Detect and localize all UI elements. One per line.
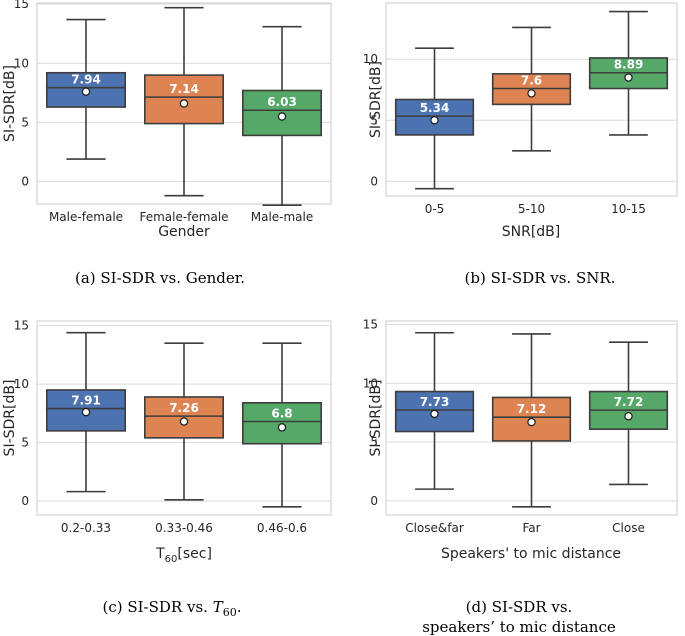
median-value-label: 7.12 <box>517 402 547 416</box>
y-tick-label: 15 <box>363 318 378 332</box>
plot-frame <box>385 320 678 516</box>
caption-line-2: speakers’ to mic distance <box>422 618 616 636</box>
box-10-15: 8.89 <box>588 10 669 136</box>
x-axis-label-subscript: 60 <box>165 554 178 565</box>
caption-prefix: (c) SI-SDR vs. <box>102 598 212 616</box>
x-tick-label: Far <box>522 521 540 535</box>
x-tick-label: 0.2-0.33 <box>61 521 111 535</box>
mean-marker <box>81 407 91 417</box>
caption: (c) SI-SDR vs. T60. <box>102 598 241 619</box>
median-value-label: 6.03 <box>267 95 297 109</box>
x-axis-label: SNR[dB] <box>502 224 561 240</box>
x-tick-label: 0.46-0.6 <box>257 521 307 535</box>
box-0.2-0.33: 7.91 <box>45 331 127 493</box>
mean-marker <box>624 73 633 82</box>
y-tick-label: 0 <box>21 494 29 508</box>
y-tick-label: 15 <box>14 319 29 333</box>
mean-marker <box>430 116 439 125</box>
y-tick-label: 0 <box>370 174 378 188</box>
chart-panel-b: 0 5 10 5.34 0-5 7.6 5-10 8.89 10-15 SI-SDR[dB] SNR… <box>363 2 678 287</box>
y-tick-label: 10 <box>14 377 29 391</box>
plot-frame <box>36 2 332 205</box>
plot-frame <box>36 320 332 516</box>
plot-frame <box>385 2 678 197</box>
mean-marker <box>277 423 287 432</box>
median-value-label: 6.8 <box>271 407 292 421</box>
median-value-label: 7.6 <box>521 74 542 88</box>
box-0.46-0.6: 6.8 <box>242 342 323 508</box>
box-Far: 7.12 <box>491 333 572 508</box>
median-value-label: 7.94 <box>71 73 101 87</box>
x-tick-label: Close&far <box>405 521 464 535</box>
y-tick-label: 5 <box>370 435 378 449</box>
y-tick-label: 10 <box>363 376 378 390</box>
x-tick-label: 10-15 <box>611 202 646 216</box>
median-value-label: 7.73 <box>420 395 450 409</box>
y-tick-label: 10 <box>363 52 378 66</box>
y-tick-label: 0 <box>21 175 29 189</box>
x-tick-label: Female-female <box>139 210 228 224</box>
x-axis-label-unit: [sec] <box>177 546 212 562</box>
y-tick-label: 5 <box>21 436 29 450</box>
median-value-label: 7.91 <box>71 394 101 408</box>
mean-marker <box>527 417 536 427</box>
caption: (a) SI-SDR vs. Gender. <box>75 269 245 287</box>
chart-panel-c: 0 5 10 15 7.91 0.2-0.33 7.26 0.33-0.46 6.8 0.46-0… <box>2 319 332 619</box>
y-tick-label: 5 <box>370 113 378 127</box>
caption: (b) SI-SDR vs. SNR. <box>465 269 616 287</box>
box-5-10: 7.6 <box>491 26 572 152</box>
median-value-label: 7.72 <box>614 395 644 409</box>
caption-variable: T <box>213 598 224 616</box>
y-axis-label: SI-SDR[dB] <box>2 65 18 142</box>
x-axis-label: Speakers' to mic distance <box>441 546 621 562</box>
x-tick-label: 0.33-0.46 <box>155 521 213 535</box>
y-axis-label: SI-SDR[dB] <box>368 380 384 457</box>
y-axis-label: SI-SDR[dB] <box>2 380 18 457</box>
y-axis-label: SI-SDR[dB] <box>368 61 384 138</box>
y-tick-label: 0 <box>370 494 378 508</box>
y-tick-label: 15 <box>14 0 29 11</box>
mean-marker <box>179 417 189 426</box>
y-tick-label: 10 <box>14 56 29 70</box>
chart-panel-d: 0 5 10 15 7.73 Close&far 7.12 Far 7.72 Close SI-SD… <box>363 318 678 636</box>
x-tick-label: Close <box>612 521 645 535</box>
x-tick-label: 5-10 <box>518 202 545 216</box>
median-value-label: 7.26 <box>169 401 199 415</box>
mean-marker <box>179 99 189 108</box>
box-0-5: 5.34 <box>394 47 475 190</box>
mean-marker <box>277 112 287 121</box>
mean-marker <box>430 409 439 419</box>
box-Male-female: 7.94 <box>45 18 127 160</box>
box-Female-female: 7.14 <box>144 6 225 197</box>
x-tick-label: Male-male <box>251 210 314 224</box>
box-Close: 7.72 <box>588 341 669 486</box>
x-tick-label: 0-5 <box>425 202 445 216</box>
box-Close&far: 7.73 <box>394 331 475 490</box>
caption-end: . <box>237 598 242 616</box>
y-tick-label: 5 <box>21 115 29 129</box>
median-value-label: 7.14 <box>169 82 199 96</box>
median-value-label: 5.34 <box>420 101 450 115</box>
mean-marker <box>527 89 536 98</box>
x-axis-label: Gender <box>158 224 210 240</box>
x-axis-label-main: T <box>155 546 165 562</box>
mean-marker <box>81 87 91 96</box>
mean-marker <box>624 412 633 421</box>
box-0.33-0.46: 7.26 <box>144 342 225 501</box>
caption-subscript: 60 <box>223 606 237 619</box>
median-value-label: 8.89 <box>614 58 644 72</box>
chart-panel-a: 0 5 10 15 7.94 Male-female 7.14 Female-female 6.… <box>2 0 332 287</box>
box-Male-male: 6.03 <box>242 25 323 206</box>
caption: (d) SI-SDR vs. <box>466 598 573 616</box>
x-axis-label: T60[sec] <box>155 546 212 565</box>
x-tick-label: Male-female <box>49 210 123 224</box>
